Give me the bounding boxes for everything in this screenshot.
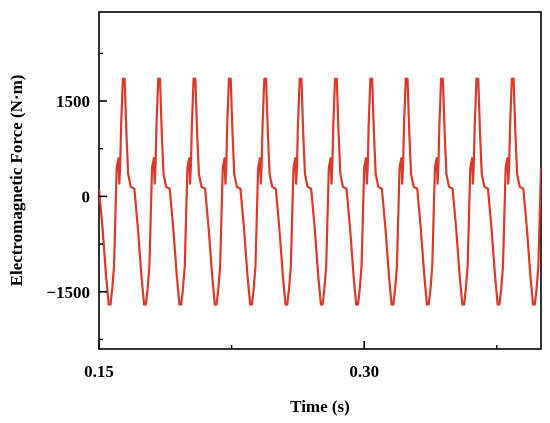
y-tick-label: 0	[82, 187, 91, 206]
y-tick-label: −1500	[46, 283, 90, 302]
series-layer	[99, 77, 541, 306]
x-tick-label: 0.15	[84, 362, 114, 381]
ticks-layer: 0.15 0.30 1500 0 −1500	[46, 52, 498, 381]
y-tick-label: 1500	[56, 92, 90, 111]
series-line-0	[99, 77, 541, 306]
x-axis-title: Time (s)	[290, 397, 350, 416]
y-axis-title: Electromagnetic Force (N·m)	[7, 75, 26, 287]
x-tick-label: 0.30	[349, 362, 379, 381]
